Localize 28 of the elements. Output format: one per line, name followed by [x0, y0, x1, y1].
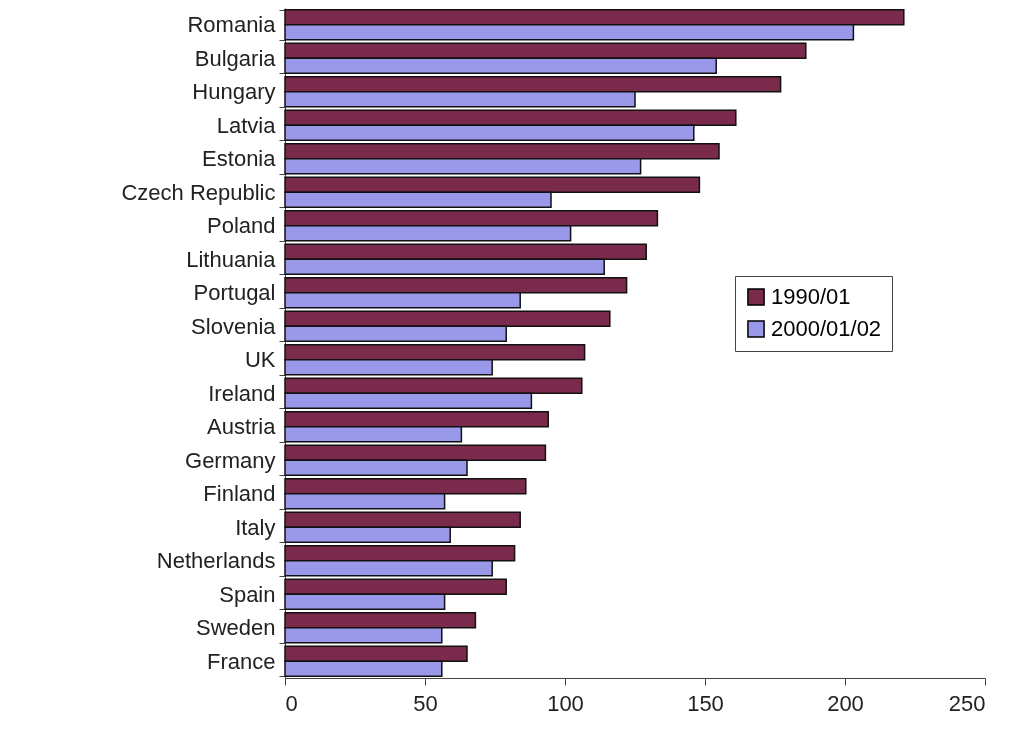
y-tick-label: Estonia — [202, 146, 277, 172]
x-tick-label: 50 — [413, 690, 438, 716]
y-tick-label: Czech Republic — [121, 179, 276, 205]
x-tick-label: 0 — [285, 690, 298, 716]
legend-label: 2000/01/02 — [771, 316, 882, 341]
y-tick-label: Portugal — [193, 280, 276, 306]
y-tick-label: Ireland — [208, 380, 276, 406]
y-tick-label: UK — [244, 347, 276, 373]
y-tick-label: Spain — [219, 581, 276, 607]
y-tick-label: Slovenia — [191, 313, 277, 339]
y-tick-label: Austria — [207, 414, 277, 440]
y-tick-label: Germany — [185, 447, 276, 473]
y-tick-label: Lithuania — [186, 246, 277, 272]
y-tick-label: Romania — [187, 12, 277, 38]
x-tick-label: 200 — [827, 690, 864, 716]
x-tick-label: 150 — [687, 690, 724, 716]
y-tick-label: Hungary — [192, 79, 276, 105]
legend-label: 1990/01 — [771, 284, 851, 309]
x-tick-label: 250 — [948, 690, 986, 716]
x-tick-label: 100 — [547, 690, 584, 716]
y-tick-label: Bulgaria — [194, 45, 277, 71]
y-tick-label: Netherlands — [156, 548, 276, 574]
y-tick-label: Italy — [235, 514, 276, 540]
y-tick-label: Poland — [206, 213, 276, 239]
y-tick-label: Sweden — [195, 615, 276, 641]
y-tick-label: France — [207, 648, 276, 674]
y-tick-label: Finland — [203, 481, 276, 507]
y-tick-label: Latvia — [216, 112, 277, 138]
